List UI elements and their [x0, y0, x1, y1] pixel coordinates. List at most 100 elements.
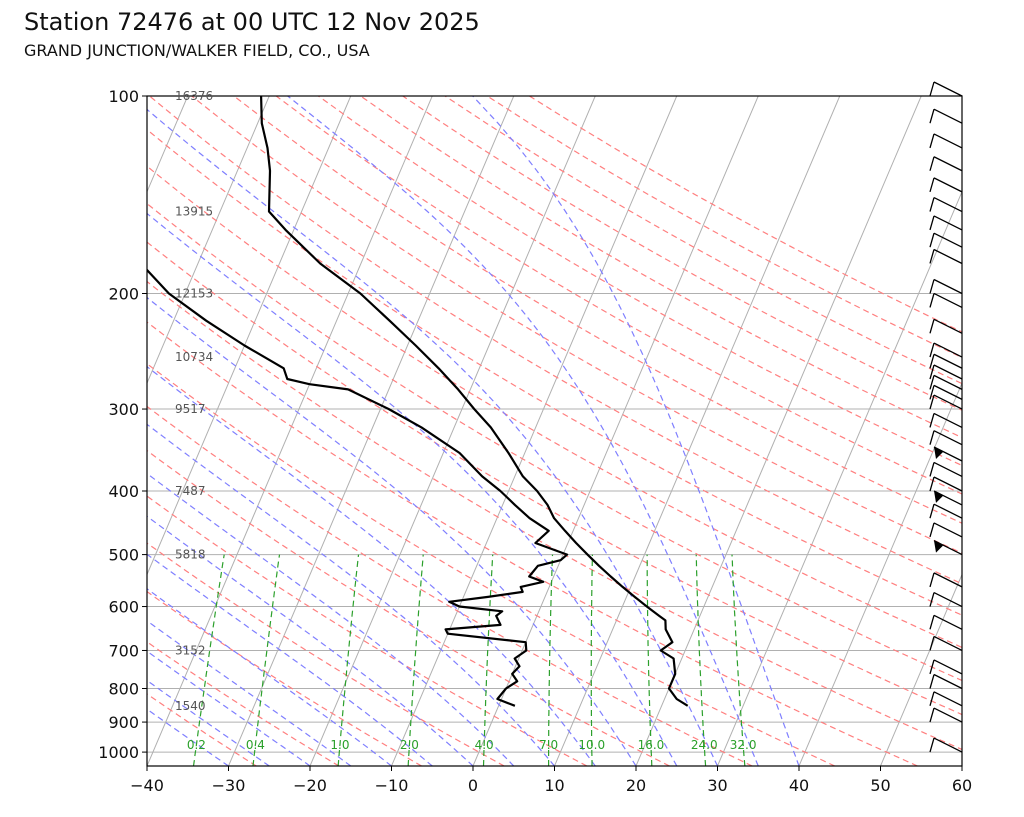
x-tick-label: 40	[789, 776, 809, 795]
wind-barb-staff	[933, 108, 963, 124]
moist-adiabat	[147, 108, 719, 766]
dry-adiabat	[444, 96, 962, 385]
wind-barb-staff	[933, 635, 963, 652]
mixing-ratio-label: 1.0	[330, 738, 349, 752]
x-tick-label: −20	[293, 776, 327, 795]
mixing-ratio-label: 10.0	[578, 738, 605, 752]
wind-barb-flag	[929, 462, 935, 477]
isotherm-line	[309, 96, 596, 766]
wind-barb-staff	[933, 446, 963, 462]
wind-barb	[929, 461, 963, 477]
dry-adiabat	[147, 542, 505, 766]
mixing-ratio-label: 32.0	[730, 738, 757, 752]
moist-adiabat	[147, 472, 515, 766]
wind-barb	[933, 490, 963, 506]
wind-barb-staff	[933, 673, 963, 690]
dry-adiabat	[191, 96, 962, 554]
wind-barb-flag	[929, 707, 935, 723]
isotherm-line	[635, 96, 922, 766]
wind-barb-staff	[933, 572, 963, 588]
wind-barb	[929, 81, 963, 97]
dry-adiabat	[402, 96, 962, 411]
wind-barb-flag	[929, 737, 935, 753]
dry-adiabat	[147, 449, 670, 766]
x-tick-label: 20	[626, 776, 646, 795]
wind-barb	[929, 108, 963, 124]
wind-barb-flag	[929, 279, 935, 294]
wind-barb	[929, 394, 963, 410]
moist-adiabat	[147, 296, 637, 766]
isotherm-line	[880, 573, 962, 766]
height-label: 13915	[175, 205, 213, 219]
wind-barb-staff	[933, 591, 963, 608]
wind-barb-flag	[929, 215, 935, 231]
height-label: 10734	[175, 350, 213, 364]
wind-barb-staff	[933, 342, 963, 358]
moist-adiabat	[147, 212, 678, 766]
wind-barb-flag	[929, 572, 935, 588]
wind-barb-staff	[933, 412, 963, 429]
height-label: 9517	[175, 402, 206, 416]
chart-title: Station 72476 at 00 UTC 12 Nov 2025	[24, 8, 480, 36]
wind-barb-flag	[929, 430, 935, 445]
mixing-ratio-line	[646, 554, 653, 766]
wind-barb	[929, 248, 963, 265]
moist-adiabat	[147, 423, 555, 766]
moist-adiabat	[147, 588, 392, 766]
wind-barb	[929, 156, 963, 172]
wind-barb	[929, 364, 963, 380]
y-tick-label: 300	[108, 400, 139, 419]
x-tick-label: −40	[130, 776, 164, 795]
wind-barb-flag	[929, 691, 935, 706]
mixing-ratio-line	[482, 554, 494, 766]
height-label: 12153	[175, 287, 213, 301]
moist-adiabat	[287, 96, 759, 766]
mixing-ratio-line	[731, 554, 746, 766]
moist-adiabat	[147, 650, 311, 766]
wind-barb-flag	[929, 503, 935, 519]
grid-layer	[147, 96, 962, 766]
wind-barb	[929, 278, 963, 295]
wind-barb-flag	[929, 81, 935, 97]
wind-barb	[929, 292, 963, 308]
moist-adiabat	[147, 679, 270, 766]
isotherm-line	[228, 96, 515, 766]
wind-barb-pennant	[934, 446, 943, 459]
wind-barb-staff	[933, 248, 963, 265]
isotherm-line	[391, 96, 678, 766]
wind-barb-staff	[933, 476, 963, 492]
dry-adiabat	[147, 241, 962, 716]
y-tick-label: 100	[108, 87, 139, 106]
wind-barb	[929, 503, 963, 519]
wind-barb-flag	[929, 156, 935, 171]
wind-barb-staff	[933, 278, 963, 295]
wind-barb-staff	[933, 522, 963, 538]
y-tick-label: 1000	[98, 743, 139, 762]
height-label: 7487	[175, 484, 206, 498]
wind-barb	[929, 659, 963, 675]
mixing-ratio-line	[337, 554, 360, 766]
wind-barb-staff	[933, 659, 963, 675]
mixing-ratio-line	[695, 554, 707, 766]
wind-barb-staff	[933, 364, 963, 380]
wind-barb	[929, 673, 963, 690]
isotherm-line	[554, 96, 841, 766]
isotherm-line	[147, 96, 433, 766]
wind-barb	[929, 412, 963, 429]
wind-barb-staff	[933, 81, 963, 97]
x-tick-label: 10	[544, 776, 564, 795]
x-tick-label: −10	[375, 776, 409, 795]
mixing-ratio-line	[590, 554, 593, 766]
mixing-ratio-label: 0.4	[246, 738, 265, 752]
mixing-ratio-label: 16.0	[638, 738, 665, 752]
dry-adiabat	[275, 96, 962, 495]
wind-barb-staff	[933, 353, 963, 369]
wind-barb-flag	[929, 394, 935, 410]
isotherm-line	[147, 96, 270, 385]
wind-barb-flag	[929, 375, 935, 390]
mixing-ratio-line	[547, 554, 554, 766]
wind-barb-staff	[933, 292, 963, 308]
dry-adiabat	[318, 96, 962, 467]
mixing-ratio-label: 4.0	[475, 738, 494, 752]
